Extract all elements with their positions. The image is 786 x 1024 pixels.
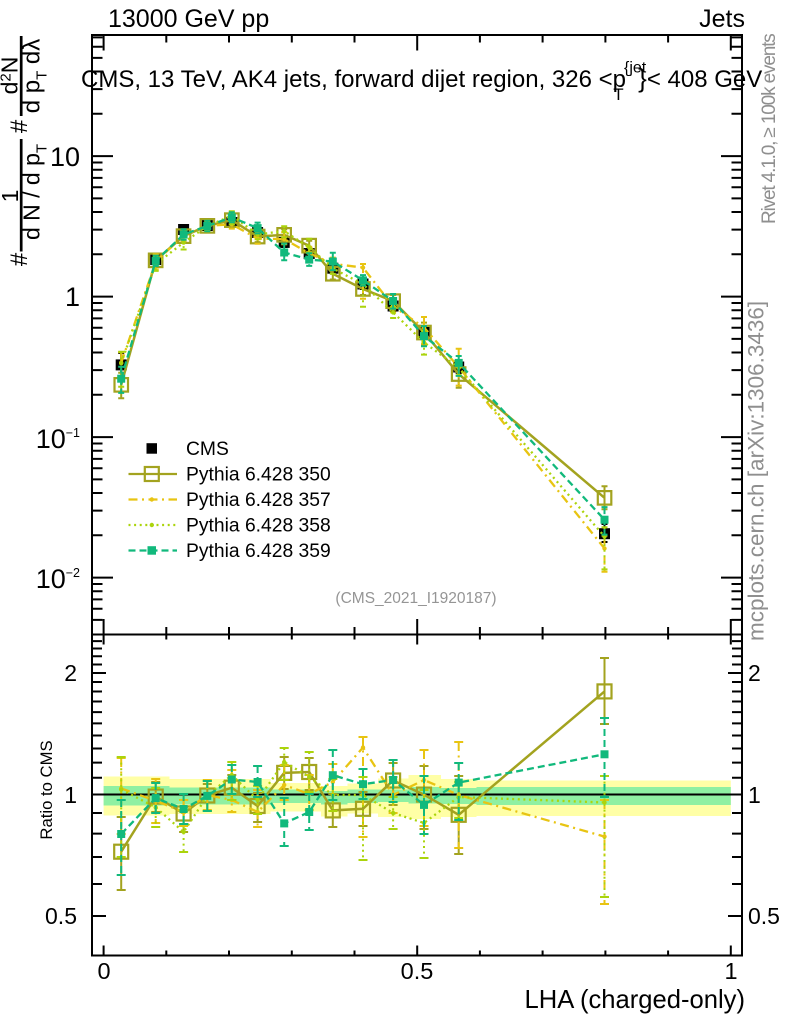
svg-text:#: # (6, 252, 33, 266)
svg-text:(CMS_2021_I1920187): (CMS_2021_I1920187) (335, 590, 496, 607)
svg-text:d pT dλ: d pT dλ (19, 39, 51, 114)
svg-text:0.5: 0.5 (45, 903, 77, 929)
svg-text:LHA (charged-only): LHA (charged-only) (525, 986, 746, 1014)
svg-text:2: 2 (64, 660, 77, 686)
svg-text:0.5: 0.5 (748, 903, 780, 929)
svg-text:Pythia 6.428 350: Pythia 6.428 350 (186, 465, 331, 486)
svg-text:2: 2 (748, 660, 761, 686)
svg-text:Jets: Jets (699, 5, 745, 33)
svg-text:1: 1 (724, 958, 737, 984)
svg-text:1: 1 (0, 190, 23, 203)
svg-text:Pythia 6.428 358: Pythia 6.428 358 (186, 516, 331, 537)
svg-text:13000 GeV pp: 13000 GeV pp (108, 5, 269, 33)
svg-text:0: 0 (97, 958, 110, 984)
svg-text:1: 1 (65, 282, 80, 312)
svg-text:10: 10 (50, 142, 80, 172)
svg-text:0.5: 0.5 (401, 958, 434, 984)
svg-text:#: # (6, 119, 33, 133)
svg-text:1: 1 (64, 782, 77, 808)
svg-text:10−2: 10−2 (36, 564, 80, 594)
svg-text:CMS: CMS (186, 439, 229, 460)
svg-text:Pythia 6.428 359: Pythia 6.428 359 (186, 541, 331, 562)
svg-text:Ratio to CMS: Ratio to CMS (37, 740, 56, 839)
svg-text:1: 1 (748, 782, 761, 808)
svg-text:mcplots.cern.ch [arXiv:1306.34: mcplots.cern.ch [arXiv:1306.3436] (744, 301, 769, 641)
svg-text:Pythia 6.428 357: Pythia 6.428 357 (186, 490, 331, 511)
svg-text:d2N: d2N (0, 57, 22, 95)
svg-text:Rivet 4.1.0, ≥ 100k events: Rivet 4.1.0, ≥ 100k events (759, 34, 780, 224)
